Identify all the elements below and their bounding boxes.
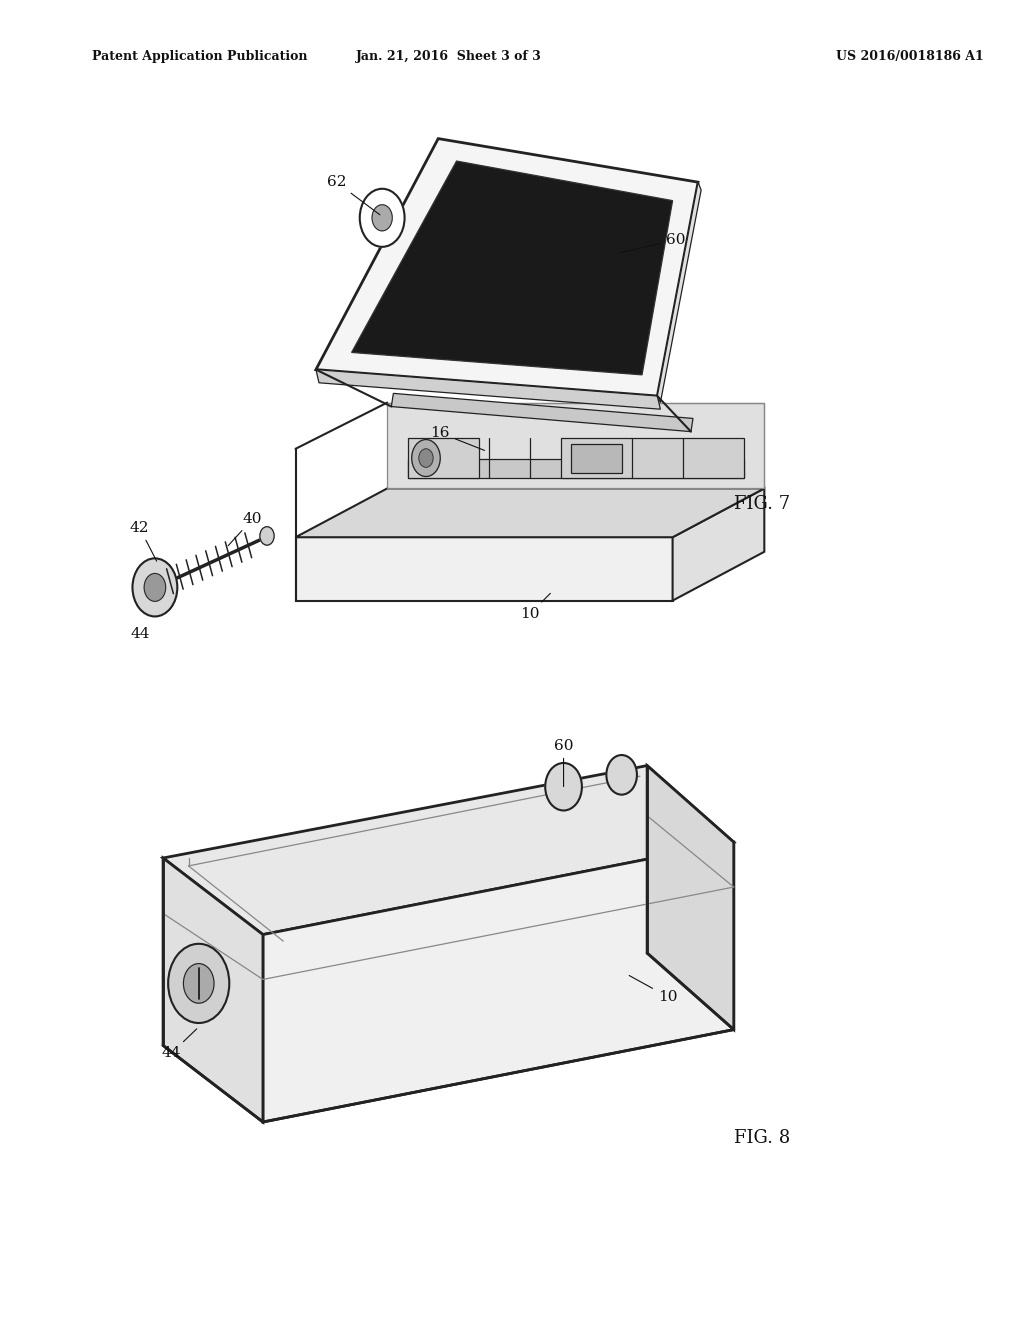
Polygon shape [391,393,693,432]
Circle shape [132,558,177,616]
Polygon shape [316,370,660,409]
Polygon shape [570,444,622,473]
Text: Patent Application Publication: Patent Application Publication [92,50,307,63]
Circle shape [168,944,229,1023]
Polygon shape [351,161,673,375]
Polygon shape [296,537,673,601]
Polygon shape [657,182,701,403]
Circle shape [372,205,392,231]
Text: 16: 16 [430,426,484,450]
Circle shape [260,527,274,545]
Polygon shape [163,858,263,1122]
Text: 44: 44 [131,627,151,640]
Text: 60: 60 [620,234,685,253]
Polygon shape [316,139,698,396]
Circle shape [606,755,637,795]
Polygon shape [560,438,744,478]
Text: 10: 10 [629,975,677,1003]
Text: 40: 40 [228,512,262,545]
Circle shape [183,964,214,1003]
Text: US 2016/0018186 A1: US 2016/0018186 A1 [836,50,983,63]
Circle shape [359,189,404,247]
Text: 60: 60 [554,739,573,787]
Polygon shape [263,842,734,1122]
Polygon shape [673,488,764,601]
Polygon shape [408,438,479,478]
Circle shape [412,440,440,477]
Text: 10: 10 [520,593,550,620]
Polygon shape [408,459,744,478]
Polygon shape [296,488,764,537]
Text: 44: 44 [162,1028,197,1060]
Text: 62: 62 [327,176,380,215]
Circle shape [144,573,166,602]
Polygon shape [387,403,764,488]
Text: 42: 42 [130,521,157,561]
Text: FIG. 7: FIG. 7 [734,495,790,513]
Text: FIG. 8: FIG. 8 [734,1129,790,1147]
Polygon shape [647,766,734,1030]
Circle shape [419,449,433,467]
Polygon shape [163,766,734,935]
Circle shape [545,763,582,810]
Text: Jan. 21, 2016  Sheet 3 of 3: Jan. 21, 2016 Sheet 3 of 3 [355,50,542,63]
